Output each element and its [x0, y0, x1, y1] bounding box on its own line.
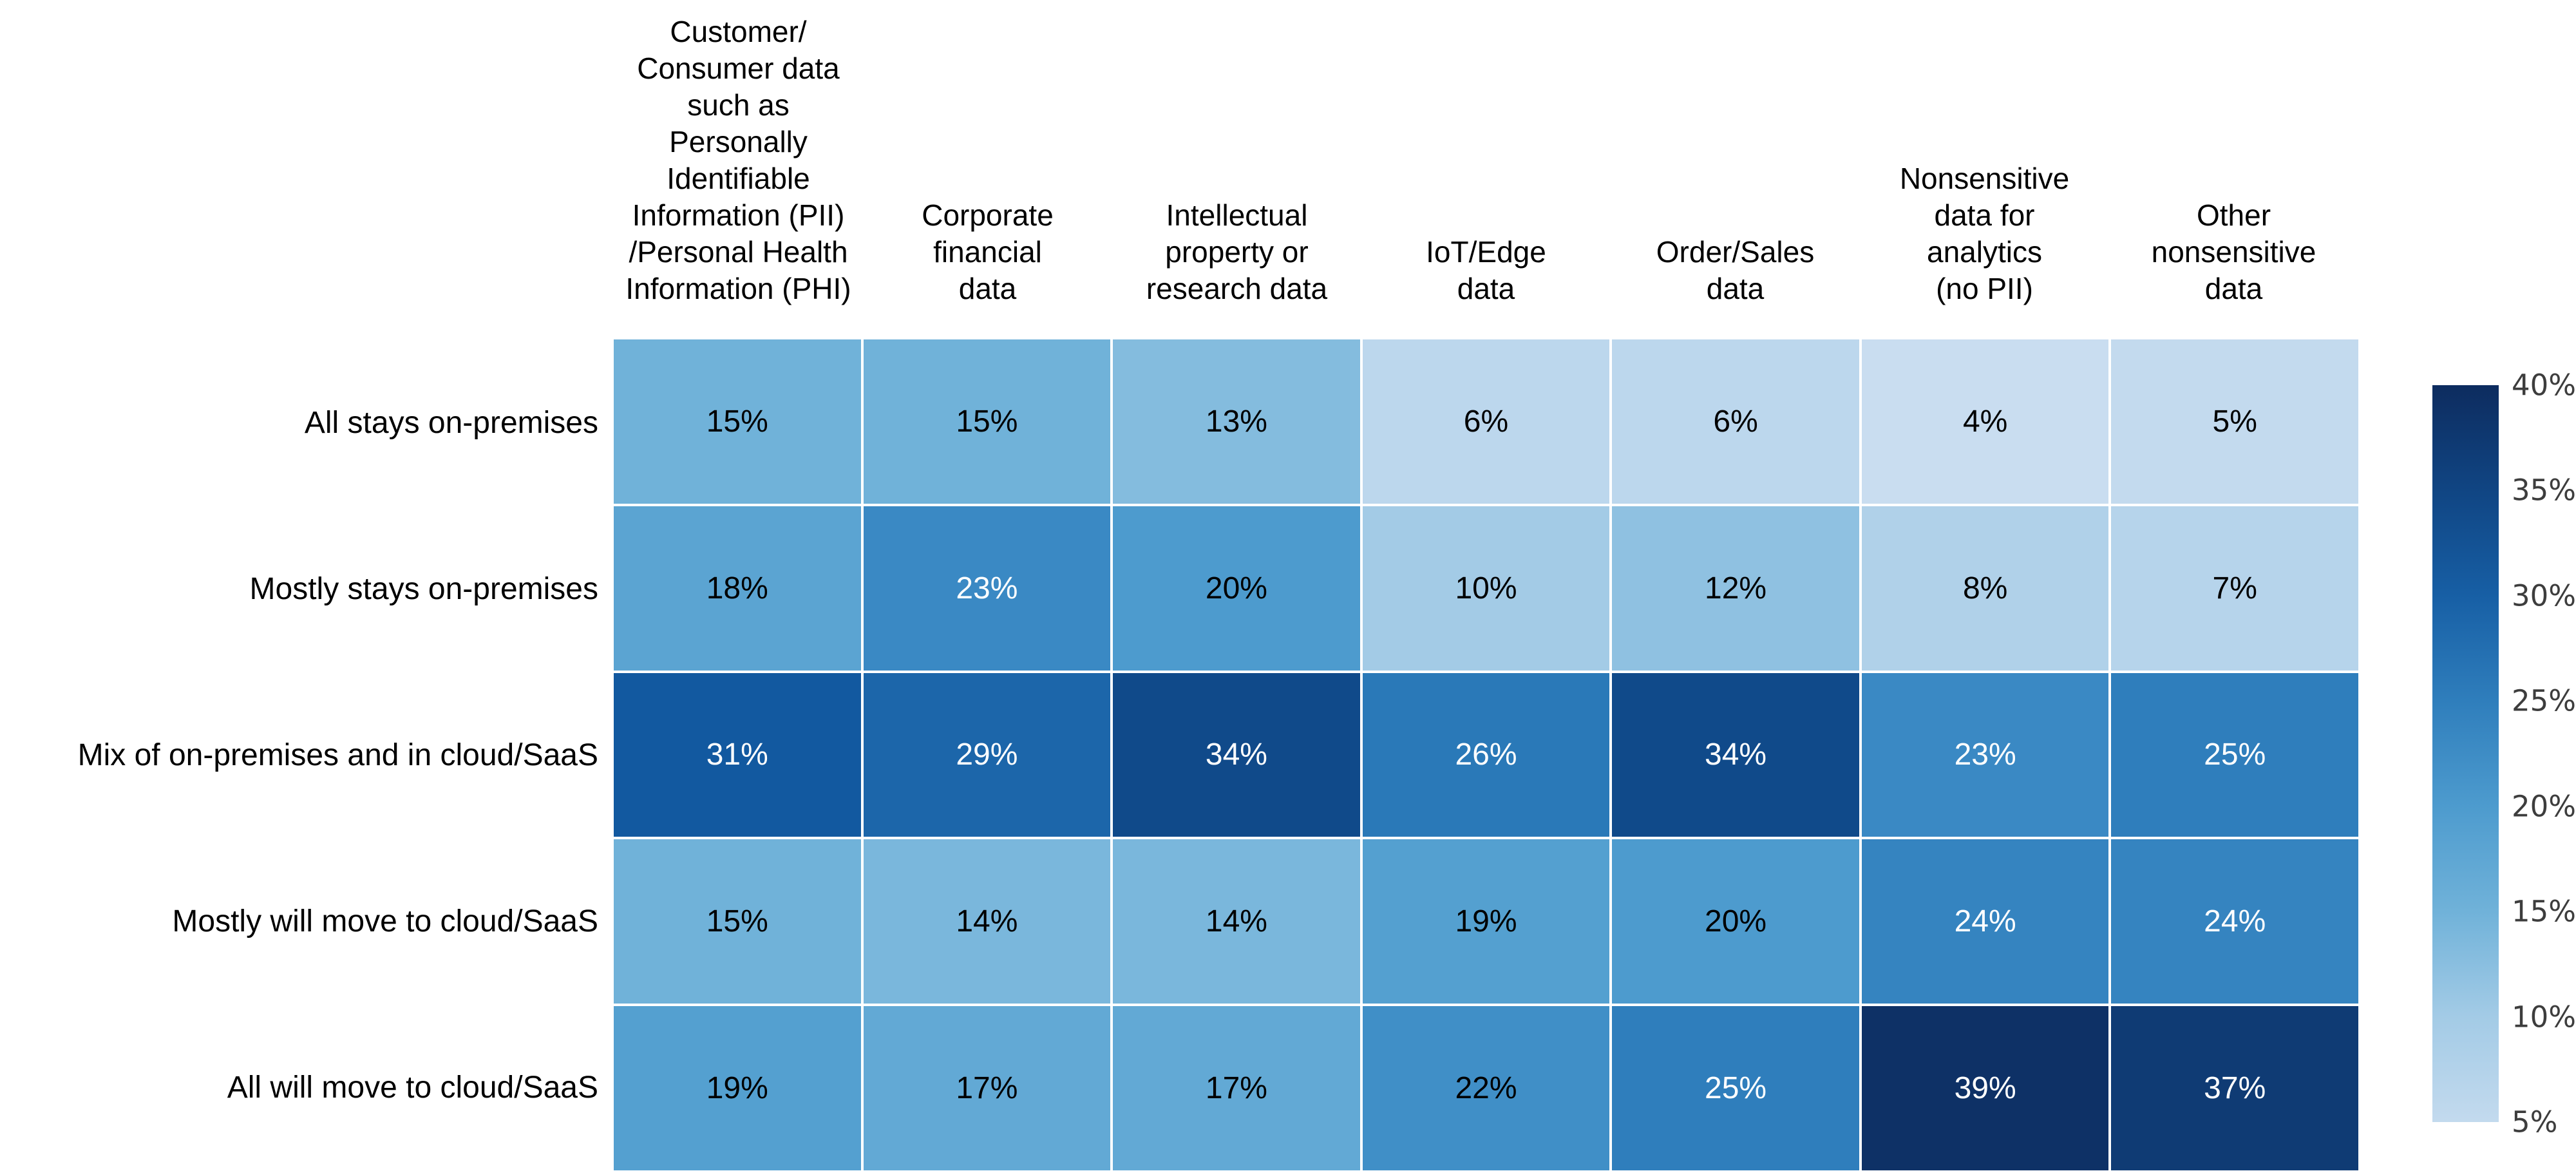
cell-value-label: 31% — [706, 738, 768, 772]
colorbar-tick-label: 5% — [2512, 1105, 2558, 1139]
column-header: Corporate financial data — [922, 198, 1054, 305]
heatmap-cell: 23% — [1861, 672, 2109, 837]
cell-value-label: 25% — [2204, 738, 2266, 772]
heatmap-cell: 15% — [614, 839, 861, 1004]
heatmap-cell: 14% — [863, 839, 1111, 1004]
column-header: Intellectual property or research data — [1146, 198, 1328, 305]
cell-value-label: 29% — [956, 738, 1018, 772]
colorbar-tick-label: 20% — [2512, 789, 2576, 824]
row-labels: All stays on-premises Mostly stays on-pre… — [0, 339, 598, 1170]
heatmap-cell: 19% — [1362, 839, 1610, 1004]
heatmap-cell: 15% — [863, 339, 1111, 504]
heatmap-cell: 37% — [2111, 1006, 2358, 1170]
cell-value-label: 34% — [1205, 738, 1267, 772]
row-label: All will move to cloud/SaaS — [227, 1070, 598, 1105]
heatmap-cell: 19% — [614, 1006, 861, 1170]
cell-value-label: 22% — [1455, 1071, 1517, 1106]
cell-value-label: 20% — [1205, 571, 1267, 605]
row-label: Mostly stays on-premises — [249, 571, 598, 606]
column-header: Customer/ Consumer data such as Personal… — [625, 14, 851, 305]
heatmap-cell: 6% — [1612, 339, 1859, 504]
heatmap-cell: 23% — [863, 506, 1111, 671]
cell-value-label: 10% — [1455, 571, 1517, 605]
row-label: Mostly will move to cloud/SaaS — [172, 904, 598, 938]
heatmap-cell: 34% — [1113, 672, 1360, 837]
heatmap-cell: 14% — [1113, 839, 1360, 1004]
colorbar-tick-label: 15% — [2512, 894, 2576, 929]
cell-value-label: 19% — [1455, 904, 1517, 939]
heatmap-cell: 17% — [863, 1006, 1111, 1170]
heatmap-cell: 13% — [1113, 339, 1360, 504]
cell-value-label: 12% — [1705, 571, 1767, 605]
column-header: Nonsensitive data for analytics (no PII) — [1899, 161, 2070, 305]
colorbar-tick-label: 30% — [2512, 578, 2576, 613]
cell-value-label: 23% — [1954, 738, 2016, 772]
cell-value-label: 6% — [1463, 404, 1509, 439]
cell-value-label: 5% — [2212, 404, 2257, 439]
cell-value-label: 15% — [706, 904, 768, 939]
heatmap-cell: 24% — [2111, 839, 2358, 1004]
heatmap-cell: 7% — [2111, 506, 2358, 671]
heatmap-cell: 39% — [1861, 1006, 2109, 1170]
heatmap-cell: 4% — [1861, 339, 2109, 504]
column-headers: Customer/ Consumer data such as Personal… — [614, 0, 2358, 339]
cell-value-label: 8% — [1962, 571, 2008, 605]
heatmap-cell: 24% — [1861, 839, 2109, 1004]
colorbar-tick-label: 35% — [2512, 473, 2576, 508]
heatmap-cell: 17% — [1113, 1006, 1360, 1170]
cell-value-label: 14% — [956, 904, 1018, 939]
cell-value-label: 24% — [2204, 904, 2266, 939]
colorbar-gradient — [2432, 385, 2499, 1122]
cell-value-label: 24% — [1954, 904, 2016, 939]
cell-value-label: 18% — [706, 571, 768, 605]
heatmap-cell: 22% — [1362, 1006, 1610, 1170]
heatmap-cell: 5% — [2111, 339, 2358, 504]
heatmap-cell: 12% — [1612, 506, 1859, 671]
heatmap-cell: 34% — [1612, 672, 1859, 837]
heatmap-cell: 18% — [614, 506, 861, 671]
heatmap-cell: 26% — [1362, 672, 1610, 837]
cell-value-label: 13% — [1205, 404, 1267, 439]
heatmap-cell: 10% — [1362, 506, 1610, 671]
heatmap-cell: 20% — [1113, 506, 1360, 671]
cell-value-label: 20% — [1705, 904, 1767, 939]
cell-value-label: 17% — [956, 1071, 1018, 1106]
column-header: Order/Sales data — [1656, 234, 1815, 305]
heatmap-cell: 25% — [2111, 672, 2358, 837]
heatmap-cell: 20% — [1612, 839, 1859, 1004]
colorbar-ticks: 40% 35% 30% 25% 20% 15% 10% 5% — [2512, 368, 2576, 1139]
heatmap-grid: 15% 15% 13% 6% 6% 4% 5% 18% 23% 20% 10% 12% 8% 7% 31% 2… — [614, 339, 2358, 1170]
cell-value-label: 19% — [706, 1071, 768, 1106]
cell-value-label: 15% — [706, 404, 768, 439]
heatmap-cell: 31% — [614, 672, 861, 837]
cell-value-label: 15% — [956, 404, 1018, 439]
heatmap-cell: 15% — [614, 339, 861, 504]
cell-value-label: 26% — [1455, 738, 1517, 772]
row-label: All stays on-premises — [304, 405, 598, 440]
colorbar-tick-label: 40% — [2512, 368, 2576, 403]
cell-value-label: 34% — [1705, 738, 1767, 772]
heatmap-cell: 25% — [1612, 1006, 1859, 1170]
colorbar-tick-label: 25% — [2512, 683, 2576, 718]
column-header: Other nonsensitive data — [2151, 198, 2316, 305]
cell-value-label: 6% — [1713, 404, 1758, 439]
cell-value-label: 37% — [2204, 1071, 2266, 1106]
cell-value-label: 14% — [1205, 904, 1267, 939]
heatmap-cell: 6% — [1362, 339, 1610, 504]
cell-value-label: 17% — [1205, 1071, 1267, 1106]
cell-value-label: 25% — [1705, 1071, 1767, 1106]
column-header: IoT/Edge data — [1426, 234, 1546, 305]
cell-value-label: 7% — [2212, 571, 2257, 605]
cell-value-label: 4% — [1962, 404, 2008, 439]
cell-value-label: 23% — [956, 571, 1018, 605]
heatmap-cell: 29% — [863, 672, 1111, 837]
row-label: Mix of on-premises and in cloud/SaaS — [77, 738, 598, 772]
colorbar-tick-label: 10% — [2512, 1000, 2576, 1034]
cell-value-label: 39% — [1954, 1071, 2016, 1106]
heatmap-cell: 8% — [1861, 506, 2109, 671]
